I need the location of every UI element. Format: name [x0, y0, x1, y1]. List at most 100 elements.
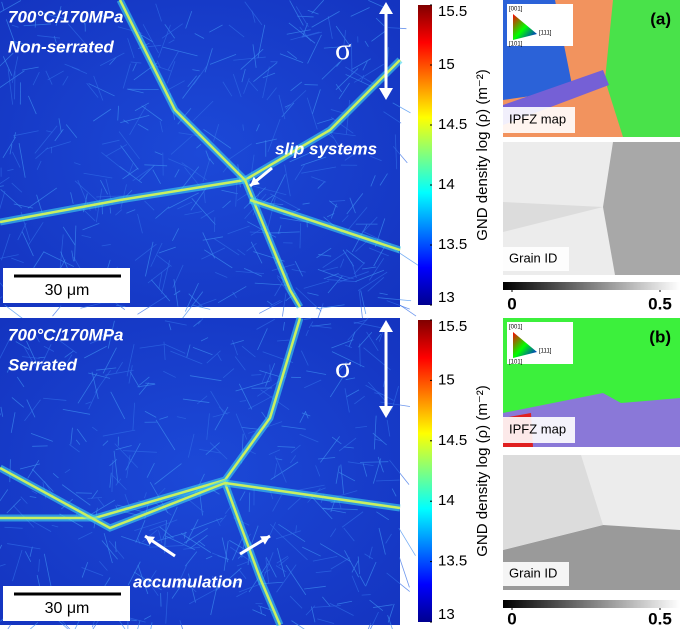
dislocation: [345, 74, 375, 89]
dislocation: [368, 247, 389, 257]
dislocation: [388, 27, 407, 30]
dislocation: [351, 575, 360, 593]
dislocation: [203, 192, 206, 204]
dislocation: [353, 262, 366, 275]
dislocation: [358, 290, 364, 321]
dislocation: [156, 60, 161, 68]
dislocation: [112, 475, 127, 491]
dislocation: [317, 118, 334, 125]
dislocation: [284, 104, 291, 108]
dislocation: [353, 321, 382, 329]
arrowhead: [379, 320, 393, 332]
dislocation: [128, 365, 133, 384]
dislocation: [235, 270, 265, 275]
dislocation: [232, 73, 242, 98]
dislocation: [2, 136, 16, 158]
grain-boundary: [243, 179, 302, 308]
dislocation: [273, 463, 278, 478]
dislocation: [261, 371, 267, 384]
dislocation: [328, 200, 338, 208]
dislocation: [2, 56, 13, 76]
dislocation: [219, 514, 227, 523]
dislocation: [31, 468, 54, 492]
dislocation: [253, 62, 278, 82]
dislocation: [307, 9, 319, 15]
dislocation: [141, 105, 163, 121]
dislocation: [256, 318, 275, 330]
dislocation: [370, 155, 382, 162]
dislocation: [355, 269, 385, 282]
dislocation: [5, 19, 16, 45]
dislocation: [67, 23, 86, 44]
dislocation: [345, 344, 353, 348]
dislocation: [86, 82, 99, 98]
dislocation: [295, 6, 309, 27]
dislocation: [212, 412, 230, 418]
dislocation: [116, 305, 126, 307]
dislocation: [304, 585, 326, 590]
ipfz-panel-label: (b): [649, 327, 671, 346]
dislocation: [29, 546, 33, 557]
dislocation: [259, 370, 280, 377]
dislocation: [194, 33, 205, 39]
dislocation: [38, 356, 46, 359]
dislocation: [236, 590, 248, 598]
dislocation: [300, 156, 327, 166]
dislocation: [37, 35, 61, 39]
dislocation: [343, 446, 354, 449]
dislocation: [287, 497, 301, 510]
dislocation: [398, 527, 416, 556]
dislocation: [38, 11, 65, 19]
dislocation: [182, 291, 204, 319]
dislocation: [110, 391, 126, 420]
dislocation: [299, 223, 302, 249]
dislocation: [239, 491, 246, 501]
dislocation: [181, 162, 207, 181]
dislocation: [0, 185, 4, 187]
dislocation: [111, 459, 114, 493]
dislocation: [74, 225, 77, 262]
dislocation: [391, 488, 397, 497]
dislocation: [270, 174, 286, 204]
dislocation: [62, 354, 73, 370]
dislocation: [335, 465, 340, 484]
dislocation: [91, 371, 99, 399]
dislocation: [91, 490, 99, 500]
dislocation: [373, 245, 386, 267]
dislocation: [350, 7, 370, 17]
dislocation: [270, 299, 281, 306]
dislocation: [170, 350, 203, 365]
dislocation: [77, 372, 98, 404]
dislocation: [295, 525, 297, 533]
dislocation: [33, 331, 40, 343]
dislocation: [200, 210, 215, 219]
arrowhead: [379, 406, 393, 418]
dislocation: [386, 572, 410, 592]
dislocation: [344, 206, 368, 234]
dislocation: [6, 362, 12, 373]
dislocation: [62, 75, 69, 86]
dislocation: [183, 528, 208, 544]
condition-title: 700°C/170MPa: [8, 325, 123, 344]
ipf-legend-label: [101]: [509, 42, 523, 48]
dislocation: [50, 47, 71, 52]
dislocation: [57, 338, 77, 354]
dislocation: [126, 209, 136, 214]
grain: [605, 0, 680, 137]
dislocation: [320, 436, 340, 463]
dislocation: [76, 428, 87, 443]
dislocation: [43, 553, 52, 588]
dislocation: [166, 61, 176, 84]
dislocation: [373, 415, 377, 450]
dislocation: [155, 3, 162, 22]
grain-scale-label: 0: [507, 609, 516, 628]
dislocation: [266, 197, 276, 231]
dislocation: [357, 271, 388, 291]
dislocation: [362, 61, 368, 71]
dislocation: [374, 392, 384, 395]
ipf-legend-label: [001]: [509, 7, 523, 13]
dislocation: [96, 367, 117, 371]
dislocation: [359, 343, 361, 367]
dislocation: [62, 226, 76, 246]
dislocation: [207, 578, 214, 586]
